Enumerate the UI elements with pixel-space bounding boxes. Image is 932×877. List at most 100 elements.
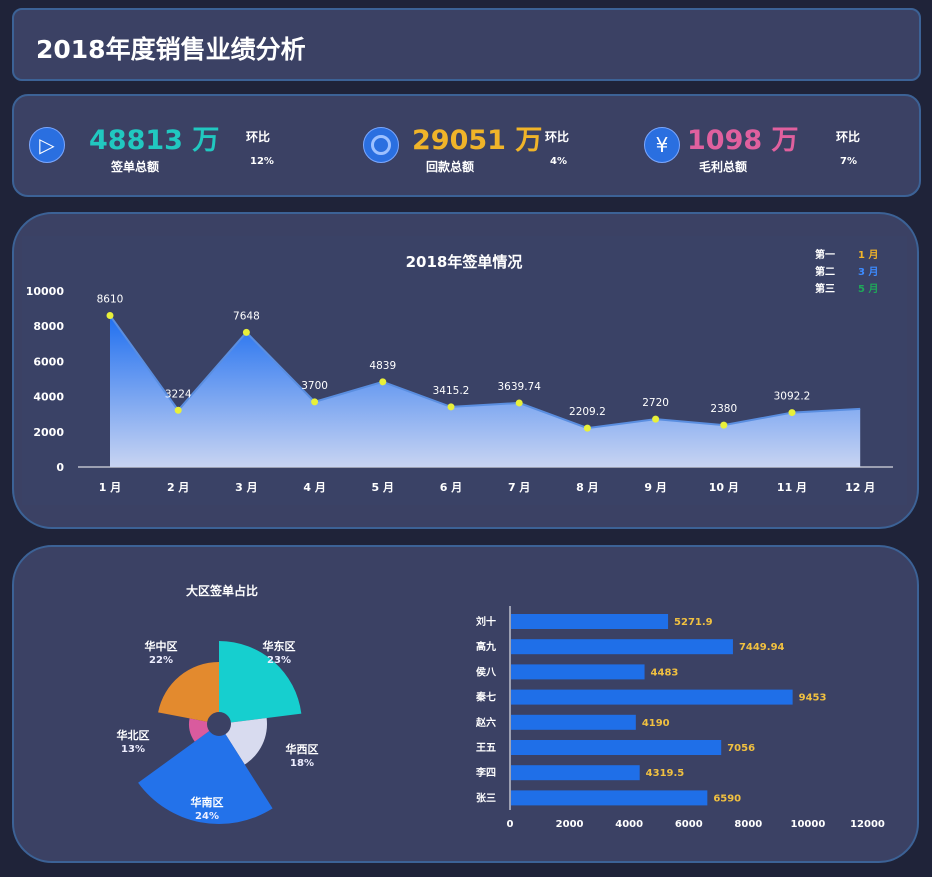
x-tick-label: 12000 [850,819,885,830]
rank-value: 1 月 [858,249,878,261]
kpi-label: 毛利总额 [699,160,748,174]
slice-percent: 24% [195,811,219,822]
data-point [652,415,660,423]
x-tick-label: 5 月 [372,481,394,494]
pie-title: 大区签单占比 [186,583,258,598]
bar-category: 刘十 [476,615,496,628]
slice-name: 华东区 [263,639,296,653]
kpi-profit-total: ¥ 1098 万 毛利总额 环比 7% [629,96,919,196]
data-label: 8610 [97,293,124,305]
kpi-value: 48813 万 [89,125,220,156]
bar-category: 侯八 [476,665,497,678]
data-label: 3092.2 [774,391,811,403]
x-tick-label: 6000 [675,819,703,830]
x-tick-label: 11 月 [777,481,807,494]
x-tick-label: 1 月 [99,481,121,494]
data-point [788,409,796,417]
title-panel: 2018年度销售业绩分析 [12,8,921,81]
kpi-value: 29051 万 [412,125,543,156]
data-point [311,398,319,406]
data-point [515,399,523,407]
data-label: 3700 [301,380,328,392]
kpi-ratio-label: 环比 [545,130,570,144]
rank-label: 第二 [815,265,835,278]
data-point [379,378,387,386]
data-label: 4839 [369,360,396,372]
bar-category: 王五 [476,742,496,754]
kpi-ratio: 12% [250,156,274,167]
bar [511,664,645,680]
x-tick-label: 6 月 [440,481,462,494]
x-tick-label: 2000 [556,819,584,830]
kpi-label: 回款总额 [426,160,475,174]
kpi-value: 1098 万 [687,125,799,156]
pie-slice [189,718,210,742]
y-tick-label: 0 [56,461,64,474]
kpi-label: 签单总额 [111,160,160,174]
slice-percent: 22% [149,655,173,666]
bar-category: 秦七 [475,691,496,704]
x-tick-label: 10 月 [709,481,739,494]
x-tick-label: 4000 [615,819,643,830]
kpi-sign-total: ▷ 48813 万 签单总额 环比 12% [14,96,304,196]
yen-icon: ¥ [644,127,680,163]
area-fill [110,315,861,467]
series-line [109,314,861,430]
x-tick-label: 7 月 [508,481,530,494]
kpi-ratio: 4% [550,156,567,167]
sign-line-chart: 2018年签单情况 0 2000 4000 6000 8000 10000 1 月 2 月 3 … [25,248,893,494]
y-tick-label: 6000 [33,355,64,368]
pie-slice [219,641,302,723]
bar [511,614,669,629]
bar [511,714,636,730]
target-icon [363,127,399,163]
x-tick-label: 0 [507,819,514,830]
data-label: 7648 [233,310,260,322]
data-label: 3415.2 [433,385,470,397]
bar-label: 7056 [727,743,755,754]
pie-slice [158,662,219,722]
bar-label: 7449.94 [739,642,785,653]
x-tick-label: 10000 [791,819,826,830]
y-tick-label: 2000 [33,426,64,439]
pie-slice [138,731,273,824]
data-point [583,424,591,432]
kpi-ratio-label: 环比 [246,130,271,144]
data-point [447,403,455,411]
bar-category: 张三 [476,791,496,804]
slice-name: 华北区 [117,728,150,742]
x-tick-label: 12 月 [845,481,875,494]
data-label: 3224 [165,388,192,400]
slice-percent: 18% [290,758,314,769]
x-tick-label: 3 月 [235,481,257,494]
bar [511,689,793,705]
x-tick-label: 2 月 [167,481,189,494]
page-title: 2018年度销售业绩分析 [36,35,306,64]
x-tick-label: 4 月 [303,481,325,494]
data-label: 3639.74 [497,381,541,393]
bar-category: 赵六 [475,716,496,729]
rank-value: 5 月 [858,283,878,295]
bar [511,765,640,781]
bar-label: 4319.5 [646,768,685,779]
bar [511,639,733,655]
data-label: 2380 [710,403,737,415]
x-tick-label: 9 月 [644,481,666,494]
rank-label: 第三 [815,282,835,295]
y-tick-label: 4000 [33,391,64,404]
bar [511,740,722,755]
slice-percent: 23% [267,655,291,666]
bar-label: 4483 [651,667,679,678]
slice-name: 华南区 [191,795,224,809]
data-point [106,311,114,319]
data-label: 2209.2 [569,406,606,418]
slice-name: 华中区 [145,639,178,653]
bar-label: 5271.9 [674,617,713,628]
pie-slice [225,717,267,765]
kpi-ratio: 7% [840,156,857,167]
y-tick-label: 8000 [33,320,64,333]
bar-category: 高九 [476,640,496,653]
rank-value: 3 月 [858,266,878,278]
data-label: 2720 [642,397,669,409]
